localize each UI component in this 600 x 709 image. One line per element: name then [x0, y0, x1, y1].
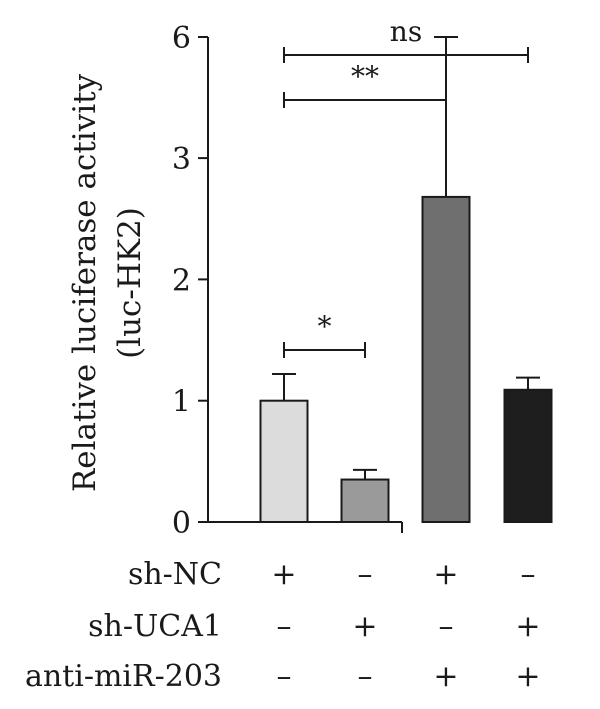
condition-2-2: +	[352, 609, 377, 644]
condition-label-1: sh-NC	[128, 557, 222, 592]
condition-2-1: –	[277, 609, 292, 644]
y-tick-label-0: 0	[172, 506, 191, 541]
y-tick-label-3: 3	[172, 142, 191, 177]
y-tick-label-1: 1	[172, 385, 191, 420]
condition-1-4: –	[521, 557, 536, 592]
sig-label-2: **	[351, 60, 379, 93]
condition-1-1: +	[271, 557, 296, 592]
condition-3-3: +	[433, 659, 458, 694]
y-axis-title-line-2: (luc-HK2)	[112, 207, 148, 359]
bar-1	[259, 399, 309, 524]
y-tick-label-2: 2	[172, 263, 191, 298]
condition-1-3: +	[433, 557, 458, 592]
sig-label-1: *	[318, 310, 332, 343]
significance-brackets: ***ns	[283, 15, 529, 358]
bar-3	[421, 195, 471, 524]
condition-2-3: –	[439, 609, 454, 644]
y-axis-title: Relative luciferase activity (luc-HK2)	[67, 73, 148, 492]
condition-table: sh-NC + – + – sh-UCA1 – + – + anti-miR-203 – – + +	[25, 557, 541, 694]
bar-2	[340, 478, 390, 524]
condition-3-1: –	[277, 659, 292, 694]
condition-label-3: anti-miR-203	[25, 659, 222, 694]
y-tick-label-6: 6	[172, 21, 191, 56]
axes: 0 1 2 3 6	[172, 21, 403, 541]
bar-4	[503, 388, 553, 523]
condition-2-4: +	[515, 609, 540, 644]
condition-label-2: sh-UCA1	[88, 609, 222, 644]
condition-3-2: –	[358, 659, 373, 694]
condition-3-4: +	[515, 659, 540, 694]
sig-label-3: ns	[390, 15, 422, 48]
bars	[259, 36, 553, 524]
y-axis-title-line-1: Relative luciferase activity	[67, 73, 103, 492]
condition-1-2: –	[358, 557, 373, 592]
